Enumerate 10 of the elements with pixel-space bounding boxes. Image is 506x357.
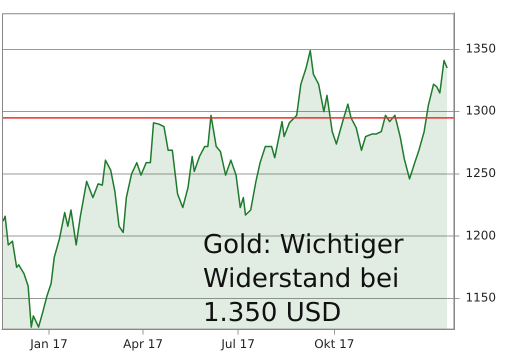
- x-tick-label: Jan 17: [29, 336, 68, 351]
- y-tick-label: 1200: [465, 228, 496, 242]
- y-tick-label: 1350: [465, 41, 496, 56]
- x-tick-label: Jul 17: [220, 336, 255, 351]
- x-tick-label: Apr 17: [123, 336, 163, 351]
- y-tick-label: 1300: [465, 104, 496, 118]
- y-tick-label: 1250: [465, 166, 496, 180]
- y-tick-label: 1150: [465, 290, 496, 305]
- x-tick-label: Okt 17: [314, 336, 354, 351]
- annotation: Gold: Wichtiger Widerstand bei 1.350 USD: [203, 230, 404, 328]
